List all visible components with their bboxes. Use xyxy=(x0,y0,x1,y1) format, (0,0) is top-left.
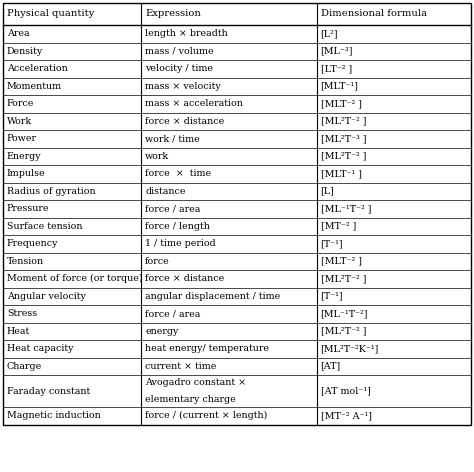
Text: Physical quantity: Physical quantity xyxy=(7,9,94,18)
Text: mass / volume: mass / volume xyxy=(145,47,214,56)
Text: [MLT⁻¹]: [MLT⁻¹] xyxy=(320,82,358,91)
Text: current × time: current × time xyxy=(145,362,217,371)
Text: Momentum: Momentum xyxy=(7,82,62,91)
Text: [ML²T⁻³ ]: [ML²T⁻³ ] xyxy=(320,134,366,143)
Text: force × distance: force × distance xyxy=(145,274,224,283)
Text: elementary charge: elementary charge xyxy=(145,395,236,404)
Text: Area: Area xyxy=(7,29,29,38)
Text: Work: Work xyxy=(7,117,32,126)
Text: [ML²T⁻² ]: [ML²T⁻² ] xyxy=(320,274,366,283)
Text: Tension: Tension xyxy=(7,257,44,266)
Text: force  ×  time: force × time xyxy=(145,169,211,178)
Bar xyxy=(3,3,471,424)
Text: Radius of gyration: Radius of gyration xyxy=(7,187,96,196)
Text: [T⁻¹]: [T⁻¹] xyxy=(320,239,343,248)
Text: [MT⁻² A⁻¹]: [MT⁻² A⁻¹] xyxy=(320,411,372,420)
Text: force: force xyxy=(145,257,170,266)
Text: Pressure: Pressure xyxy=(7,204,49,213)
Text: work: work xyxy=(145,152,169,161)
Text: [ML²T⁻² ]: [ML²T⁻² ] xyxy=(320,117,366,126)
Text: Force: Force xyxy=(7,99,35,108)
Text: [MLT⁻² ]: [MLT⁻² ] xyxy=(320,257,362,266)
Text: [T⁻¹]: [T⁻¹] xyxy=(320,292,343,301)
Text: [ML⁻³]: [ML⁻³] xyxy=(320,47,353,56)
Text: velocity / time: velocity / time xyxy=(145,64,213,73)
Text: Density: Density xyxy=(7,47,43,56)
Text: [ML²T⁻²K⁻¹]: [ML²T⁻²K⁻¹] xyxy=(320,344,379,353)
Text: [LT⁻² ]: [LT⁻² ] xyxy=(320,64,352,73)
Text: [ML⁻¹T⁻²]: [ML⁻¹T⁻²] xyxy=(320,309,368,318)
Text: Frequency: Frequency xyxy=(7,239,58,248)
Text: Stress: Stress xyxy=(7,309,37,318)
Text: Power: Power xyxy=(7,134,37,143)
Text: [L²]: [L²] xyxy=(320,29,338,38)
Text: Acceleration: Acceleration xyxy=(7,64,68,73)
Text: work / time: work / time xyxy=(145,134,200,143)
Text: force / area: force / area xyxy=(145,309,201,318)
Text: Surface tension: Surface tension xyxy=(7,222,82,231)
Text: Angular velocity: Angular velocity xyxy=(7,292,86,301)
Text: Magnetic induction: Magnetic induction xyxy=(7,411,101,420)
Text: [ML⁻¹T⁻² ]: [ML⁻¹T⁻² ] xyxy=(320,204,371,213)
Text: [ML²T⁻² ]: [ML²T⁻² ] xyxy=(320,152,366,161)
Text: distance: distance xyxy=(145,187,185,196)
Text: force / area: force / area xyxy=(145,204,201,213)
Text: Energy: Energy xyxy=(7,152,42,161)
Text: mass × acceleration: mass × acceleration xyxy=(145,99,243,108)
Text: [ML²T⁻² ]: [ML²T⁻² ] xyxy=(320,327,366,336)
Text: [AT mol⁻¹]: [AT mol⁻¹] xyxy=(320,387,371,396)
Text: length × breadth: length × breadth xyxy=(145,29,228,38)
Text: Dimensional formula: Dimensional formula xyxy=(320,9,427,18)
Text: force / length: force / length xyxy=(145,222,210,231)
Text: Heat capacity: Heat capacity xyxy=(7,344,73,353)
Text: energy: energy xyxy=(145,327,178,336)
Text: Faraday constant: Faraday constant xyxy=(7,387,90,396)
Text: [MLT⁻¹ ]: [MLT⁻¹ ] xyxy=(320,169,362,178)
Text: force / (current × length): force / (current × length) xyxy=(145,411,267,420)
Text: [L]: [L] xyxy=(320,187,335,196)
Text: heat energy/ temperature: heat energy/ temperature xyxy=(145,344,269,353)
Text: 1 / time period: 1 / time period xyxy=(145,239,216,248)
Text: Heat: Heat xyxy=(7,327,30,336)
Text: [AT]: [AT] xyxy=(320,362,341,371)
Text: mass × velocity: mass × velocity xyxy=(145,82,221,91)
Text: Impulse: Impulse xyxy=(7,169,46,178)
Text: angular displacement / time: angular displacement / time xyxy=(145,292,280,301)
Text: force × distance: force × distance xyxy=(145,117,224,126)
Text: Moment of force (or torque): Moment of force (or torque) xyxy=(7,274,143,283)
Text: [MT⁻² ]: [MT⁻² ] xyxy=(320,222,356,231)
Text: Charge: Charge xyxy=(7,362,42,371)
Text: Avogadro constant ×: Avogadro constant × xyxy=(145,378,246,387)
Text: [MLT⁻² ]: [MLT⁻² ] xyxy=(320,99,362,108)
Text: Expression: Expression xyxy=(145,9,201,18)
